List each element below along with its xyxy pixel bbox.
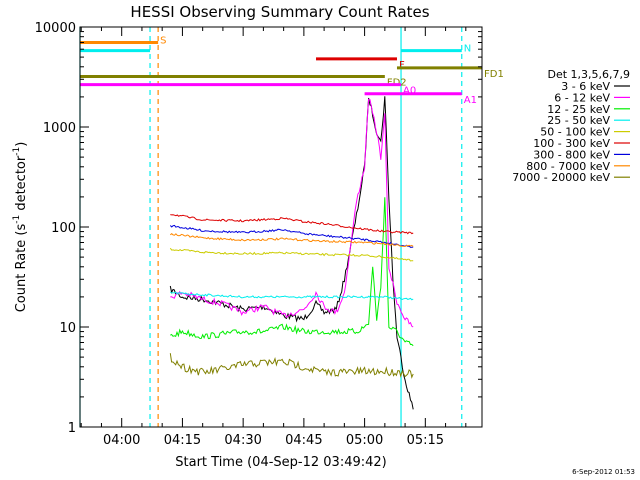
x-tick-label: 04:15	[164, 433, 201, 448]
y-axis: 1 10 100 1000 10000	[35, 21, 482, 436]
x-tick-label: 05:15	[407, 433, 444, 448]
legend-label: 25 - 50 keV	[547, 114, 610, 127]
y-tick-label: 1000	[43, 121, 76, 136]
x-tick-label: 05:00	[346, 433, 383, 448]
legend-label: 100 - 300 keV	[533, 137, 610, 150]
flag-label: A1	[464, 95, 477, 106]
y-tick-label: 1	[68, 421, 76, 436]
series-line	[169, 353, 414, 379]
series-line	[169, 247, 414, 262]
y-tick-label: 10000	[35, 21, 76, 36]
flag-label: A0	[403, 86, 416, 97]
flag-label: S	[160, 35, 166, 46]
legend-label: 7000 - 20000 keV	[512, 171, 610, 184]
legend-title: Det 1,3,5,6,7,9	[547, 68, 630, 81]
legend-label: 50 - 100 keV	[540, 126, 610, 139]
series-line	[169, 96, 414, 410]
chart-title: HESSI Observing Summary Count Rates	[130, 3, 429, 21]
series-line	[169, 224, 414, 248]
legend-label: 12 - 25 keV	[547, 103, 610, 116]
plot-frame	[79, 26, 483, 428]
series-line	[170, 98, 414, 328]
y-axis-label: Count Rate (s-1 detector-1)	[12, 142, 29, 313]
flag-label: N	[464, 44, 471, 55]
legend-label: 800 - 7000 keV	[526, 160, 610, 173]
x-axis: 04:00 04:15 04:30 04:45 05:00 05:15	[80, 27, 467, 448]
series-line	[170, 197, 414, 347]
series-line	[169, 233, 414, 248]
footer-timestamp: 6-Sep-2012 01:53	[572, 468, 635, 476]
legend-label: 300 - 800 keV	[533, 148, 610, 161]
legend-label: 6 - 12 keV	[554, 91, 610, 104]
x-axis-label: Start Time (04-Sep-12 03:49:42)	[175, 455, 386, 470]
x-tick-label: 04:00	[103, 433, 140, 448]
x-tick-label: 04:45	[285, 433, 322, 448]
flag-label: FD1	[484, 69, 504, 80]
series-line	[170, 214, 414, 235]
y-tick-label: 100	[51, 221, 76, 236]
series-line	[169, 291, 414, 301]
x-tick-label: 04:30	[224, 433, 261, 448]
flag-label: FD2	[387, 77, 407, 88]
flag-label: F	[399, 60, 405, 71]
legend-label: 3 - 6 keV	[561, 80, 610, 93]
y-tick-label: 10	[59, 321, 76, 336]
